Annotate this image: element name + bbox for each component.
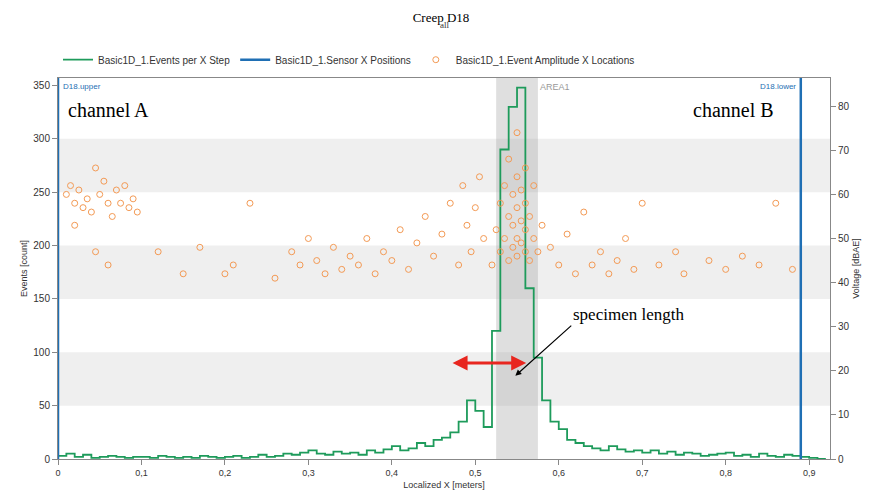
svg-text:0,8: 0,8	[719, 468, 732, 478]
svg-text:Creep D18: Creep D18	[413, 10, 470, 25]
svg-text:0,3: 0,3	[302, 468, 315, 478]
svg-text:60: 60	[838, 189, 850, 200]
svg-text:Events [count]: Events [count]	[19, 240, 29, 297]
svg-text:80: 80	[838, 101, 850, 112]
svg-text:300: 300	[33, 133, 50, 144]
svg-text:channel B: channel B	[693, 99, 774, 121]
svg-text:0,5: 0,5	[469, 468, 482, 478]
svg-text:D18.lower: D18.lower	[760, 82, 796, 91]
svg-text:Basic1D_1.Event Amplitude X Lo: Basic1D_1.Event Amplitude X Locations	[456, 55, 634, 66]
svg-text:Localized X [meters]: Localized X [meters]	[403, 480, 485, 490]
svg-text:100: 100	[33, 347, 50, 358]
svg-text:50: 50	[838, 233, 850, 244]
svg-text:0: 0	[838, 454, 844, 465]
svg-text:200: 200	[33, 240, 50, 251]
svg-text:specimen length: specimen length	[573, 305, 684, 324]
svg-text:10: 10	[838, 409, 850, 420]
svg-text:Basic1D_1.Sensor X Positions: Basic1D_1.Sensor X Positions	[275, 55, 411, 66]
svg-text:0,1: 0,1	[135, 468, 148, 478]
svg-text:0,7: 0,7	[636, 468, 649, 478]
svg-text:0,4: 0,4	[386, 468, 399, 478]
svg-text:0: 0	[55, 468, 60, 478]
svg-text:20: 20	[838, 365, 850, 376]
svg-text:all: all	[440, 20, 449, 30]
svg-text:Voltage [dBAE]: Voltage [dBAE]	[851, 238, 861, 299]
svg-text:AREA1: AREA1	[540, 82, 570, 92]
svg-text:250: 250	[33, 187, 50, 198]
svg-text:0: 0	[44, 454, 50, 465]
svg-text:channel A: channel A	[68, 99, 149, 121]
svg-text:30: 30	[838, 321, 850, 332]
svg-text:0,2: 0,2	[219, 468, 232, 478]
svg-text:350: 350	[33, 80, 50, 91]
svg-text:40: 40	[838, 277, 850, 288]
svg-text:0,9: 0,9	[803, 468, 816, 478]
svg-text:70: 70	[838, 145, 850, 156]
svg-text:0,6: 0,6	[553, 468, 566, 478]
svg-text:D18.upper: D18.upper	[63, 82, 101, 91]
svg-text:150: 150	[33, 293, 50, 304]
svg-text:50: 50	[39, 400, 51, 411]
svg-text:Basic1D_1.Events per X Step: Basic1D_1.Events per X Step	[98, 55, 230, 66]
